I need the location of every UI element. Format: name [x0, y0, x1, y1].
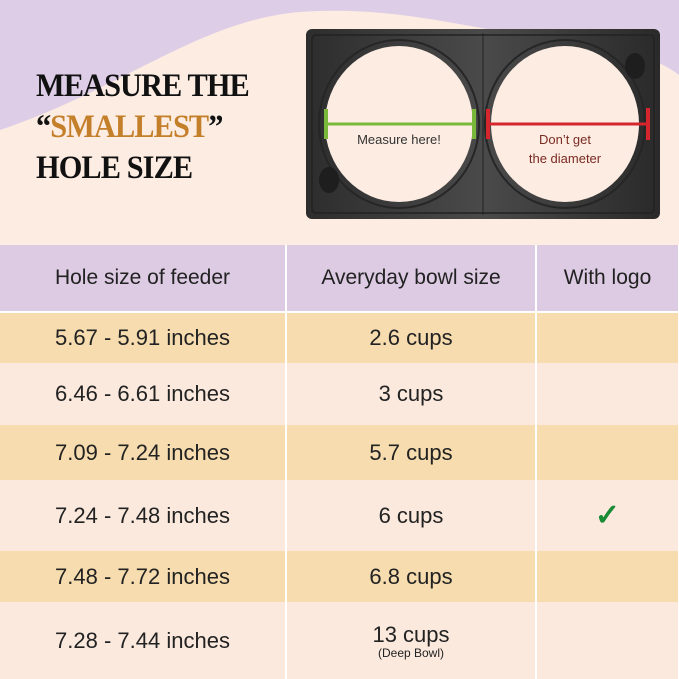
header-hole-size: Hole size of feeder	[0, 245, 287, 313]
headline-accent: SMALLEST	[50, 109, 209, 145]
rubber-foot	[319, 167, 339, 193]
headline-line2: “SMALLEST”	[36, 107, 249, 148]
headline-line1: MEASURE THE	[36, 68, 250, 104]
hole-size: 7.48 - 7.72 inches	[0, 551, 287, 602]
bowl-size-value: 13 cups	[372, 621, 450, 647]
bowl-note: (Deep Bowl)	[377, 645, 445, 660]
bad-label-1: Don’t get	[539, 132, 591, 147]
table-row: 7.28 - 7.44 inches 13 cups (Deep Bowl)	[0, 602, 679, 679]
logo-cell	[536, 312, 679, 363]
bowl-size: 3 cups	[286, 363, 537, 425]
bowl-size: 5.7 cups	[286, 425, 537, 480]
hole-size: 7.28 - 7.44 inches	[0, 602, 287, 679]
bowl-size: 2.6 cups	[286, 312, 537, 363]
good-label: Measure here!	[357, 132, 441, 147]
hole-size: 7.09 - 7.24 inches	[0, 425, 287, 480]
quote-close: ”	[208, 109, 223, 145]
logo-cell	[536, 551, 679, 602]
feeder-diagram: Measure here! Don’t get the diameter	[306, 29, 660, 219]
table-header: Hole size of feeder Averyday bowl size W…	[0, 245, 679, 313]
table-row: 7.09 - 7.24 inches 5.7 cups	[0, 425, 679, 480]
bowl-size: 6 cups	[286, 480, 537, 551]
bad-label-2: the diameter	[529, 151, 602, 166]
headline-line3: HOLE SIZE	[36, 150, 193, 186]
checkmark-icon: ✓	[536, 480, 679, 551]
hole-size: 5.67 - 5.91 inches	[0, 312, 287, 363]
size-table: Hole size of feeder Averyday bowl size W…	[0, 245, 679, 679]
hole-size: 7.24 - 7.48 inches	[0, 480, 287, 551]
bad-measure-line	[486, 108, 650, 140]
quote-open: “	[36, 109, 51, 145]
table-row: 7.48 - 7.72 inches 6.8 cups	[0, 551, 679, 602]
logo-cell	[536, 425, 679, 480]
table-row: 5.67 - 5.91 inches 2.6 cups	[0, 312, 679, 363]
logo-cell	[536, 602, 679, 679]
logo-cell	[536, 363, 679, 425]
hole-size: 6.46 - 6.61 inches	[0, 363, 287, 425]
headline: MEASURE THE “SMALLEST” HOLE SIZE	[36, 66, 250, 189]
good-measure-line	[324, 109, 476, 139]
header-bowl-size: Averyday bowl size	[286, 245, 537, 313]
bowl-size: 13 cups (Deep Bowl)	[286, 602, 537, 679]
rubber-foot	[625, 53, 645, 79]
table-row: 7.24 - 7.48 inches 6 cups ✓	[0, 480, 679, 551]
bowl-size: 6.8 cups	[286, 551, 537, 602]
table-row: 6.46 - 6.61 inches 3 cups	[0, 363, 679, 425]
header-with-logo: With logo	[536, 245, 679, 313]
